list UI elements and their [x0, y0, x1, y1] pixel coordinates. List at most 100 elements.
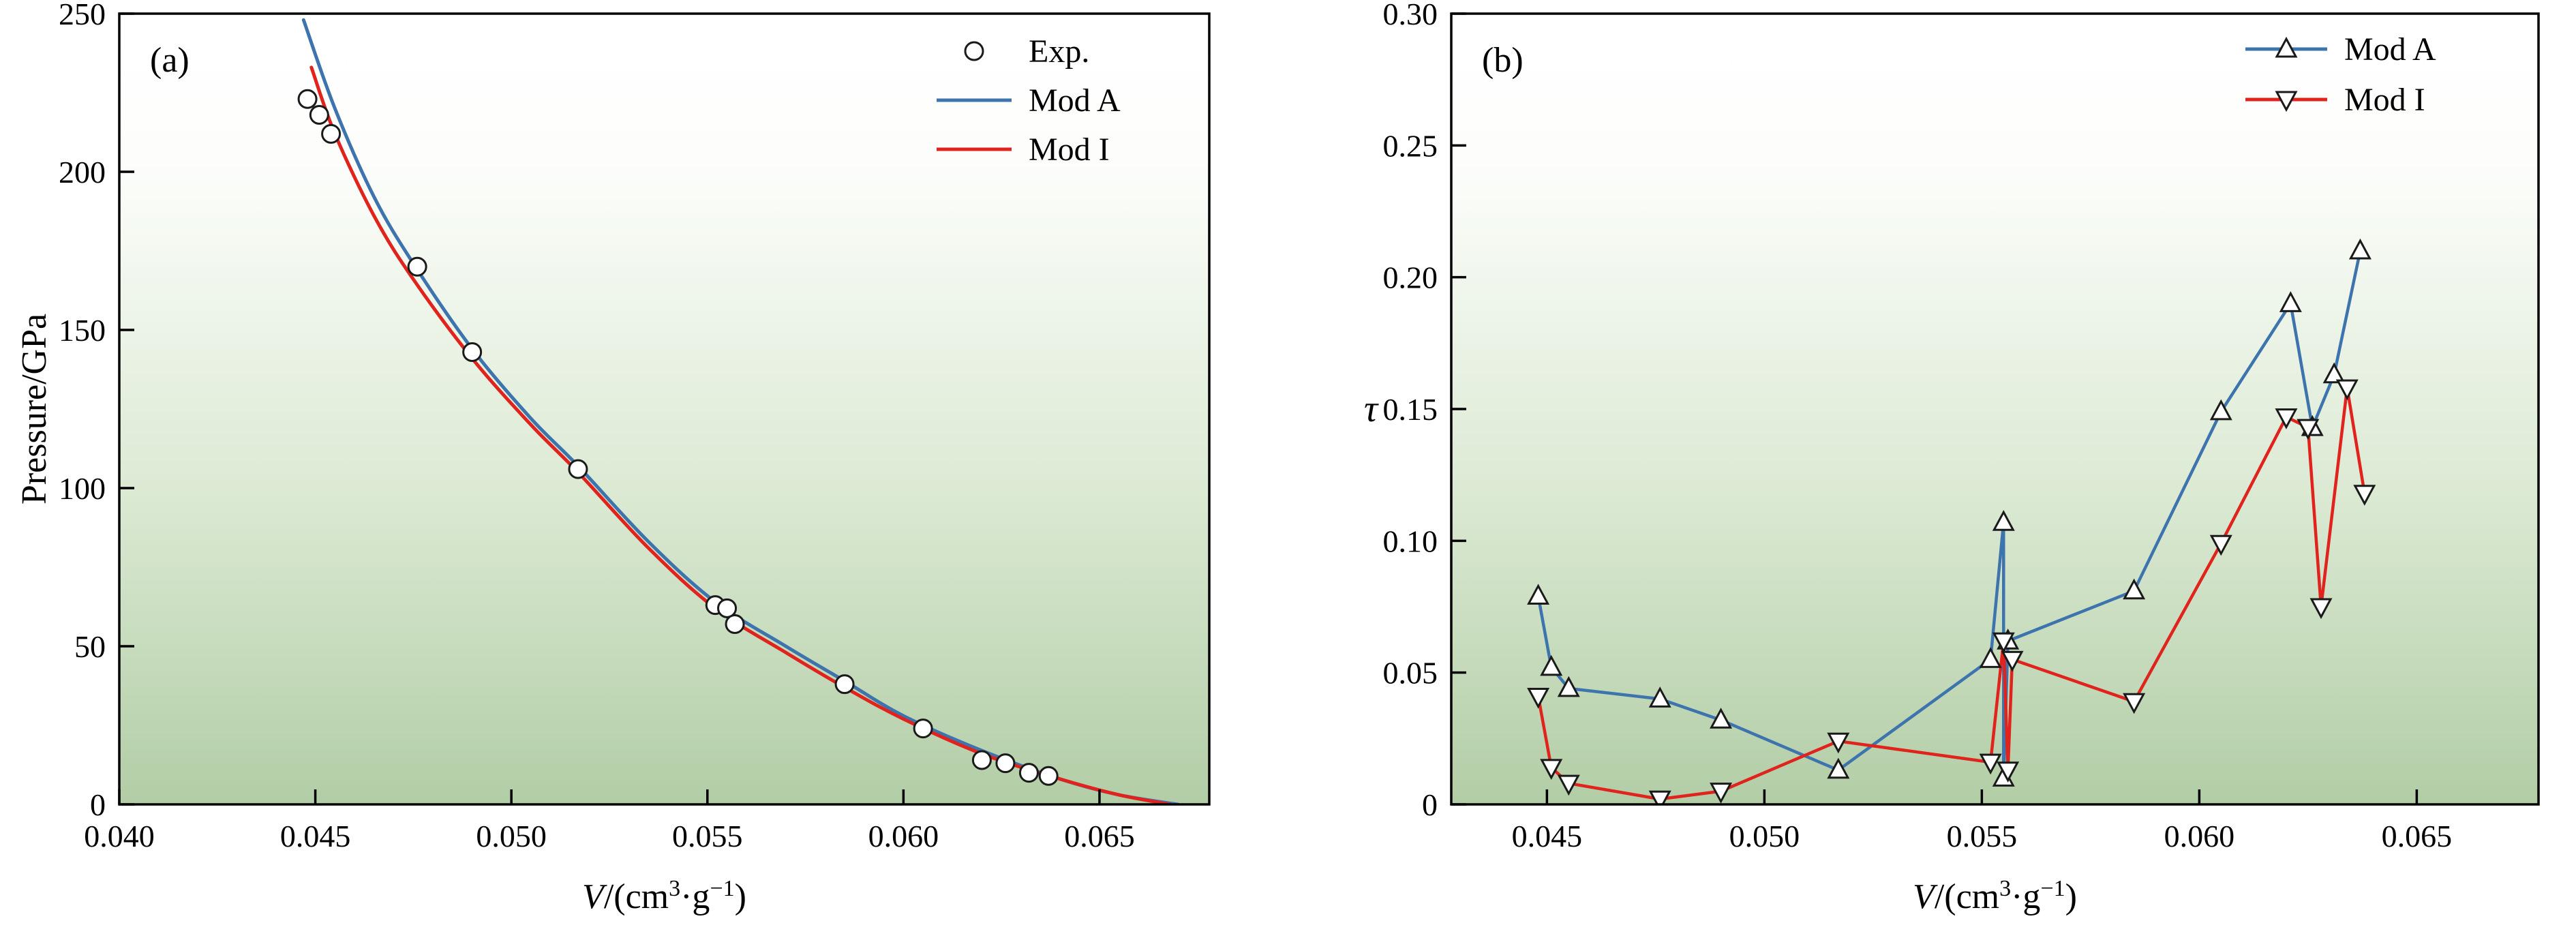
panel-label: (a) [150, 41, 190, 80]
triangle-up-marker [1710, 708, 1733, 729]
legend-label: Exp. [1029, 33, 1089, 70]
circle-marker [297, 89, 318, 109]
axis-ticks [1451, 12, 2419, 806]
triangle-up-marker [1540, 654, 1563, 676]
y-axis-label: τ [1364, 388, 1379, 430]
circle-marker [462, 342, 483, 362]
y-tick-label: 100 [59, 471, 106, 506]
y-tick-label: 0.20 [1383, 260, 1438, 295]
triangle-down-marker [1540, 759, 1563, 781]
triangle-down-marker [1997, 761, 2020, 783]
panel-b-chart: 0.045 0.050 0.055 0.060 0.065 0 0.05 0.10 0.15 0.… [1364, 0, 2540, 916]
series-line-mod-i [309, 65, 1172, 804]
panel-b: 0.045 0.050 0.055 0.060 0.065 0 0.05 0.10 0.15 0.… [1288, 0, 2576, 938]
x-axis-label: V/(cm3·g−1) [582, 876, 746, 916]
y-axis-label: Pressure/GPa [15, 314, 54, 504]
x-tick-label: 0.060 [868, 819, 939, 853]
x-axis-label: V/(cm3·g−1) [1913, 876, 2077, 916]
triangle-up-marker [2322, 362, 2346, 384]
circle-marker [725, 614, 745, 635]
triangle-up-marker [1527, 584, 1550, 605]
x-tick-label: 0.060 [2164, 819, 2235, 853]
circle-marker [309, 104, 329, 125]
legend-label: Mod A [1029, 82, 1121, 119]
triangle-down-marker [1710, 783, 1733, 804]
triangle-down-marker [1557, 774, 1580, 796]
triangle-down-marker [1827, 732, 1850, 754]
series-group [1527, 238, 2376, 804]
triangle-down-marker [2297, 419, 2320, 440]
triangle-up-marker [1557, 676, 1580, 697]
x-tick-label: 0.045 [1512, 819, 1583, 853]
x-tick-label: 0.065 [2382, 819, 2453, 853]
y-tick-label: 200 [59, 155, 106, 190]
legend-label: Mod I [1029, 132, 1110, 168]
circle-marker [407, 256, 427, 277]
y-tick-label: 50 [74, 629, 106, 664]
triangle-down-marker [1648, 790, 1671, 804]
panel-label: (b) [1482, 41, 1524, 80]
y-tick-label: 0 [90, 787, 106, 822]
x-tick-label: 0.045 [280, 819, 351, 853]
circle-marker [971, 750, 992, 770]
x-tick-label: 0.065 [1064, 819, 1135, 853]
triangle-up-marker [1979, 647, 2002, 668]
triangle-down-marker [1527, 687, 1550, 709]
circle-marker [568, 459, 588, 479]
triangle-down-marker [2309, 598, 2333, 620]
x-tick-label: 0.055 [1947, 819, 2018, 853]
triangle-down-marker [2335, 379, 2359, 401]
y-tick-label: 0.30 [1383, 0, 1438, 31]
y-tick-label: 0.15 [1383, 392, 1438, 427]
x-tick-label: 0.050 [476, 819, 547, 853]
panel-a-chart: 0.040 0.045 0.050 0.055 0.060 0.065 0 50 100 150 2… [15, 0, 1211, 916]
triangle-down-marker [2275, 408, 2298, 429]
y-tick-label: 0.10 [1383, 524, 1438, 558]
y-tick-label: 250 [59, 0, 106, 31]
series-markers-mod-i [1527, 379, 2376, 804]
y-tick-label: 0 [1422, 787, 1438, 822]
series-markers-exp- [297, 89, 1059, 786]
plot-frame [1450, 12, 2540, 806]
triangle-up-marker [2348, 238, 2372, 260]
triangle-up-marker [1648, 686, 1671, 708]
plot-frame [118, 12, 1211, 806]
circle-marker [1038, 766, 1059, 786]
triangle-up-marker [2209, 399, 2232, 421]
x-tick-label: 0.055 [672, 819, 743, 853]
circle-marker [834, 674, 855, 695]
y-tick-label: 0.25 [1383, 128, 1438, 163]
legend-circle-marker [964, 41, 984, 61]
legend: Mod A Mod I [2245, 31, 2436, 118]
circle-marker [995, 753, 1016, 774]
legend-label: Mod A [2344, 31, 2436, 67]
triangle-up-marker [2279, 291, 2302, 312]
panel-a: 0.040 0.045 0.050 0.055 0.060 0.065 0 50 100 150 2… [15, 0, 1211, 916]
legend-triangle-up-marker [2275, 36, 2298, 58]
triangle-down-marker [2001, 650, 2024, 672]
triangle-down-marker [1979, 753, 2002, 775]
triangle-up-marker [1827, 757, 1850, 779]
triangle-up-marker [2123, 578, 2146, 600]
legend: Exp. Mod A Mod I [937, 33, 1121, 168]
triangle-up-marker [1992, 510, 2015, 531]
x-tick-label: 0.040 [84, 819, 155, 853]
series-group [297, 18, 1180, 804]
triangle-down-marker [1992, 632, 2015, 654]
plot-background [119, 14, 1209, 804]
circle-marker [321, 123, 342, 144]
legend-triangle-down-marker [2275, 91, 2298, 112]
circle-marker [717, 598, 738, 618]
triangle-down-marker [2123, 693, 2146, 714]
circle-marker [1018, 763, 1039, 783]
circle-marker [913, 718, 933, 739]
legend-label: Mod I [2344, 82, 2425, 118]
plot-background [1451, 14, 2539, 804]
triangle-down-marker [2353, 485, 2376, 506]
triangle-down-marker [2209, 534, 2232, 556]
y-tick-label: 0.05 [1383, 656, 1438, 691]
series-markers-mod-a [1527, 238, 2372, 787]
x-tick-label: 0.050 [1729, 819, 1800, 853]
y-tick-label: 150 [59, 313, 106, 348]
